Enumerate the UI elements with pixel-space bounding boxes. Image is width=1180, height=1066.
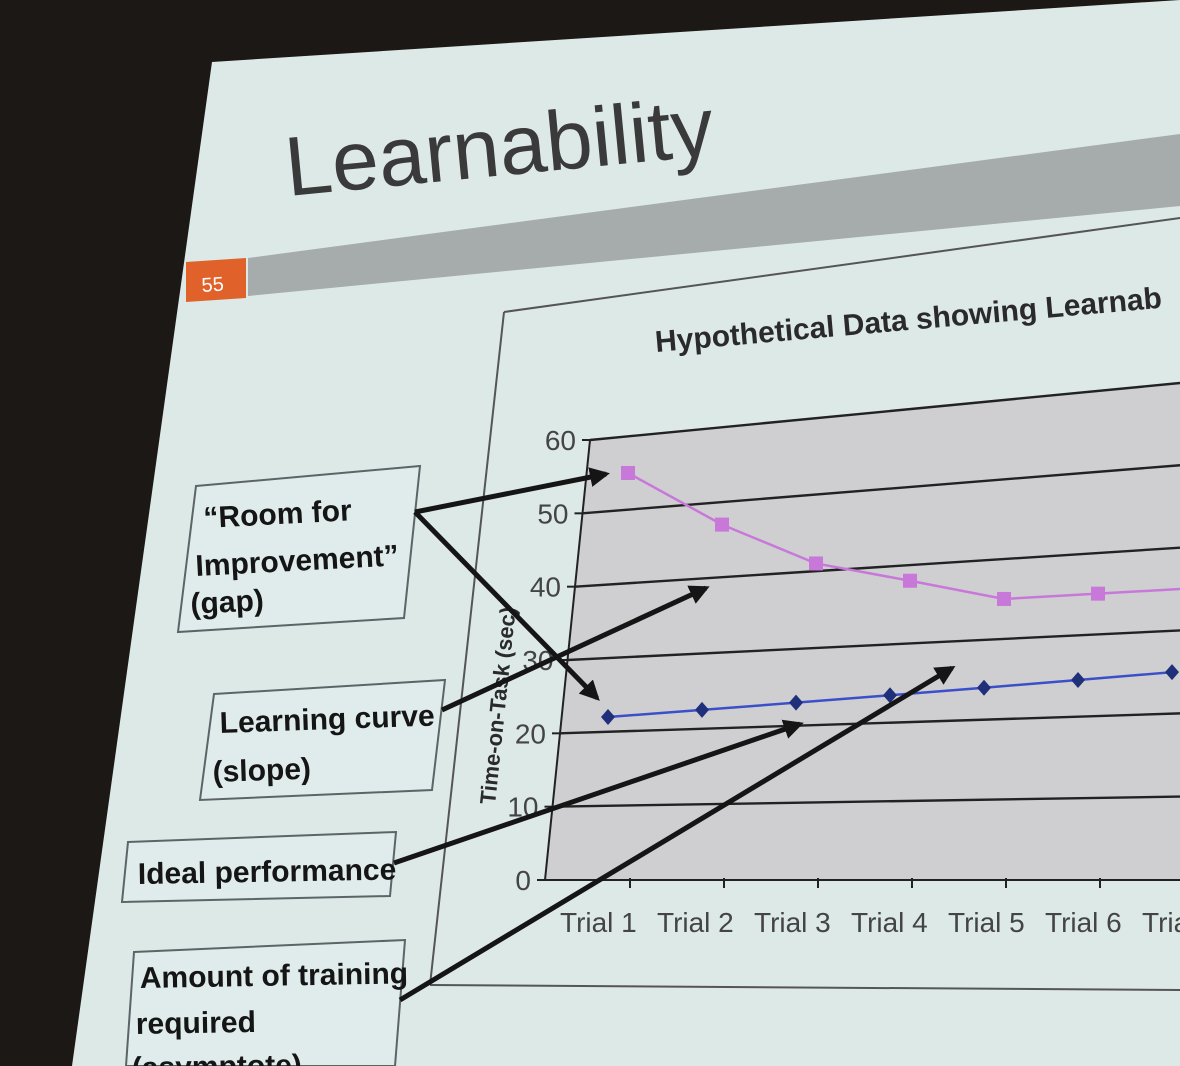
gridline [574,546,1180,588]
arrow-to-asymptote [398,665,956,1003]
y-tick-label: 40 [530,572,561,603]
data-point [601,709,615,726]
x-tick-label: Trial 1 [560,907,637,938]
series-group [601,465,1180,726]
x-tick-label: Trial 6 [1045,907,1122,938]
callout-box [124,938,407,1066]
slide-number: 55 [201,273,225,296]
arrow-to-gap-top [414,467,610,515]
data-point [695,701,709,718]
callout-line: Amount of training [140,957,409,995]
arrow-to-learning-curve [440,585,710,713]
data-point [809,556,823,571]
grid-lines [545,381,1180,881]
gridline [589,381,1180,442]
data-point [883,687,897,704]
y-tick-label: 60 [545,425,576,456]
data-point [997,591,1011,606]
callout-line: required [136,1006,257,1041]
chart-frame-left [429,311,505,986]
x-tick-label: Trial 2 [657,907,734,938]
y-tick-label: 20 [515,718,546,749]
data-point [977,679,991,696]
callout-box [120,830,398,904]
callout-line: (gap) [190,584,265,621]
x-tick-label: Trial [1142,907,1180,938]
callout-line: Ideal performance [138,853,397,891]
callout-learning-curve: Learning curve (slope) [198,678,447,802]
callout-amount-of-training: Amount of training required (asymptote) [124,938,409,1066]
data-point [789,694,803,711]
data-point [1091,586,1105,601]
data-point [1165,664,1179,681]
chart-frame-top [503,217,1180,313]
callout-line: “Room for [203,494,353,535]
callout-box [198,678,447,802]
gridline [582,464,1180,515]
callout-line: (slope) [212,753,311,789]
x-tick-label: Trial 5 [948,907,1025,938]
gridline [552,795,1180,808]
data-point [903,573,917,588]
y-tick-label: 0 [515,865,531,896]
callout-box [176,464,422,634]
chart-frame-bottom [429,984,1180,991]
arrow-to-ideal-performance [393,719,804,866]
gridline [567,629,1180,662]
data-point [621,465,635,480]
callout-room-for-improvement: “Room for Improvement” (gap) [176,464,422,634]
callout-ideal-performance: Ideal performance [120,830,398,904]
slide-number-box [186,258,246,302]
callout-line: Learning curve [219,700,435,740]
y-tick-label: 50 [537,498,568,529]
callout-line: (asymptote) [132,1049,303,1066]
x-tick-label: Trial 3 [754,907,831,938]
header-bar [248,134,1180,296]
x-tick-label: Trial 4 [851,907,928,938]
gridline [559,712,1180,735]
data-point [715,517,729,532]
data-point [1071,672,1085,689]
arrow-to-gap-bottom [413,510,600,701]
